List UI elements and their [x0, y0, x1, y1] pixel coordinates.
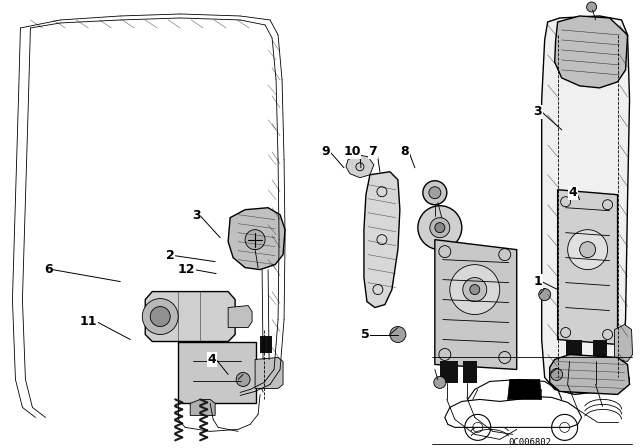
Bar — [566, 340, 582, 362]
Text: 0C006802: 0C006802 — [508, 438, 551, 447]
Circle shape — [580, 241, 596, 258]
Polygon shape — [541, 16, 630, 394]
Text: 12: 12 — [177, 263, 195, 276]
Bar — [593, 340, 607, 362]
Polygon shape — [435, 240, 516, 370]
Polygon shape — [255, 358, 283, 388]
Text: 6: 6 — [44, 263, 52, 276]
Circle shape — [463, 278, 487, 302]
Polygon shape — [364, 172, 400, 308]
Text: 4: 4 — [568, 186, 577, 199]
Polygon shape — [614, 324, 632, 362]
Text: 10: 10 — [343, 145, 361, 158]
Circle shape — [245, 230, 265, 250]
Circle shape — [435, 223, 445, 233]
Circle shape — [434, 376, 446, 388]
Text: 3: 3 — [192, 209, 200, 222]
Circle shape — [618, 374, 630, 385]
Circle shape — [450, 265, 500, 314]
Polygon shape — [550, 354, 630, 394]
Circle shape — [587, 2, 596, 12]
Polygon shape — [190, 400, 215, 415]
Polygon shape — [557, 190, 618, 345]
Circle shape — [142, 298, 178, 335]
Text: 11: 11 — [79, 315, 97, 328]
Circle shape — [429, 187, 441, 199]
Circle shape — [236, 372, 250, 387]
Text: 5: 5 — [360, 328, 369, 341]
Text: 1: 1 — [533, 275, 542, 288]
Bar — [260, 336, 272, 353]
Text: 3: 3 — [533, 105, 542, 118]
Circle shape — [430, 218, 450, 237]
Text: 8: 8 — [401, 145, 409, 158]
Polygon shape — [508, 379, 541, 400]
Polygon shape — [228, 208, 285, 270]
Circle shape — [150, 306, 170, 327]
Text: 9: 9 — [322, 145, 330, 158]
Circle shape — [390, 327, 406, 343]
Circle shape — [550, 368, 563, 380]
Bar — [440, 362, 458, 383]
Text: 4: 4 — [208, 353, 216, 366]
Text: 7: 7 — [369, 145, 378, 158]
Polygon shape — [145, 292, 235, 341]
Polygon shape — [555, 16, 628, 88]
Circle shape — [423, 181, 447, 205]
Circle shape — [568, 230, 607, 270]
Polygon shape — [228, 306, 252, 327]
Circle shape — [539, 289, 550, 301]
Circle shape — [418, 206, 462, 250]
Circle shape — [470, 284, 480, 295]
Text: 2: 2 — [166, 249, 175, 262]
Bar — [463, 362, 477, 383]
Polygon shape — [178, 341, 256, 403]
Polygon shape — [346, 155, 374, 178]
Polygon shape — [445, 396, 582, 427]
